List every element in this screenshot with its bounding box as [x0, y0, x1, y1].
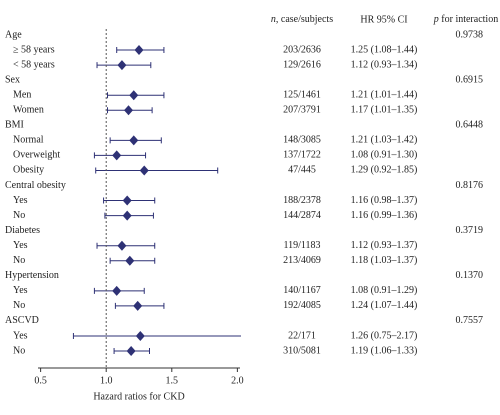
p-value: 0.6915: [456, 74, 484, 85]
hr-point: [125, 255, 135, 266]
hr-point: [133, 300, 143, 311]
hr-point: [122, 210, 132, 221]
row-label: Yes: [13, 195, 28, 206]
p-header: p for interaction: [433, 14, 498, 25]
row-label: Yes: [13, 240, 28, 251]
x-tick-label: 0.5: [34, 375, 47, 386]
row-label: ≥ 58 years: [13, 44, 55, 55]
n-cell: 213/4069: [283, 255, 321, 266]
ci-cell: 1.17 (1.01–1.35): [351, 105, 418, 116]
x-axis-title: Hazard ratios for CKD: [93, 391, 184, 402]
n-header-italic: n: [271, 14, 276, 25]
group-label: BMI: [5, 120, 24, 131]
ci-cell: 1.08 (0.91–1.30): [351, 150, 418, 161]
row-label: Normal: [13, 135, 44, 146]
x-tick-label: 1.5: [166, 375, 179, 386]
ci-cell: 1.12 (0.93–1.37): [351, 240, 418, 251]
n-cell: 140/1167: [283, 285, 320, 296]
n-cell: 129/2616: [283, 59, 321, 70]
ci-cell: 1.21 (1.01–1.44): [351, 89, 418, 100]
hr-point: [117, 60, 127, 71]
x-tick-label: 1.0: [100, 375, 113, 386]
n-cell: 203/2636: [283, 44, 321, 55]
hr-point: [112, 285, 122, 296]
group-label: ASCVD: [5, 315, 39, 326]
n-cell: 119/1183: [283, 240, 320, 251]
ci-cell: 1.21 (1.03–1.42): [351, 135, 418, 146]
p-value: 0.6448: [456, 120, 484, 131]
hr-point: [134, 45, 144, 56]
ci-whisker: [95, 167, 219, 174]
ci-cell: 1.16 (0.99–1.36): [351, 210, 418, 221]
row-label: Women: [13, 105, 44, 116]
p-value: 0.9738: [456, 29, 484, 40]
hr-point: [117, 240, 127, 251]
group-label: Age: [5, 29, 22, 40]
n-cell: 207/3791: [283, 105, 321, 116]
group-label: Diabetes: [5, 225, 40, 236]
p-value: 0.3719: [456, 225, 484, 236]
n-cell: 144/2874: [283, 210, 321, 221]
ci-cell: 1.19 (1.06–1.33): [351, 345, 418, 356]
n-cell: 47/445: [288, 165, 316, 176]
row-label: < 58 years: [13, 59, 55, 70]
p-value: 0.7557: [456, 315, 484, 326]
ci-cell: 1.25 (1.08–1.44): [351, 44, 418, 55]
hr-point: [135, 331, 145, 341]
hr-point: [124, 105, 134, 116]
ci-cell: 1.12 (0.93–1.34): [351, 59, 418, 70]
row-label: No: [13, 210, 25, 221]
hr-point: [126, 346, 136, 357]
ci-cell: 1.16 (0.98–1.37): [351, 195, 418, 206]
hr-header: HR 95% CI: [360, 14, 407, 25]
row-label: Yes: [13, 330, 28, 341]
hr-point: [122, 195, 132, 206]
n-cell: 125/1461: [283, 89, 321, 100]
hr-point: [129, 135, 139, 146]
n-cell: 22/171: [288, 330, 316, 341]
p-value: 0.8176: [456, 180, 484, 191]
row-label: No: [13, 300, 25, 311]
n-cell: 148/3085: [283, 135, 321, 146]
plot-area: [72, 29, 241, 368]
hr-point: [129, 90, 139, 101]
p-value: 0.1370: [456, 270, 484, 281]
row-label: No: [13, 255, 25, 266]
n-cell: 192/4085: [283, 300, 321, 311]
n-header: n, case/subjects: [271, 14, 333, 25]
ci-cell: 1.29 (0.92–1.85): [351, 165, 418, 176]
ci-cell: 1.18 (1.03–1.37): [351, 255, 418, 266]
n-cell: 310/5081: [283, 345, 321, 356]
group-label: Sex: [5, 74, 20, 85]
p-header-italic: p: [433, 14, 439, 25]
p-header-rest: for interaction: [439, 14, 498, 25]
group-label: Central obesity: [5, 180, 66, 191]
row-label: Yes: [13, 285, 28, 296]
n-header-rest: , case/subjects: [276, 14, 333, 25]
ci-whisker: [72, 333, 241, 339]
ci-cell: 1.26 (0.75–2.17): [351, 330, 418, 341]
n-cell: 188/2378: [283, 195, 321, 206]
row-label: Obesity: [13, 165, 44, 176]
hr-point: [112, 150, 122, 161]
n-cell: 137/1722: [283, 150, 321, 161]
hr-point: [139, 165, 149, 176]
row-label: No: [13, 345, 25, 356]
row-label: Overweight: [13, 150, 60, 161]
ci-cell: 1.08 (0.91–1.29): [351, 285, 418, 296]
ci-cell: 1.24 (1.07–1.44): [351, 300, 418, 311]
group-label: Hypertension: [5, 270, 59, 281]
row-label: Men: [13, 89, 31, 100]
x-tick-label: 2.0: [231, 375, 244, 386]
